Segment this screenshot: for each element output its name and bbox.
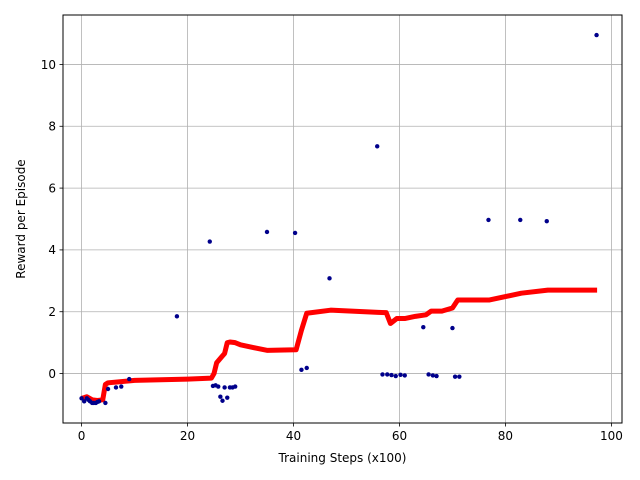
reward-point <box>119 384 124 389</box>
reward-point <box>207 239 212 244</box>
y-tick-label: 4 <box>48 243 56 257</box>
x-tick-label: 100 <box>600 429 623 443</box>
y-tick-label: 8 <box>48 120 56 134</box>
axis-ticks: 0 20 40 60 80 100 0 2 4 6 8 10 <box>41 58 623 443</box>
reward-point <box>220 398 225 403</box>
reward-point <box>292 230 298 236</box>
reward-point <box>486 217 491 223</box>
reward-point <box>264 229 270 235</box>
reward-point <box>304 365 309 371</box>
reward-point <box>233 384 238 389</box>
x-tick-label: 20 <box>180 429 195 443</box>
x-tick-label: 40 <box>286 429 301 443</box>
reward-point <box>594 32 599 38</box>
reward-point <box>393 373 398 379</box>
y-tick-label: 2 <box>48 305 56 319</box>
reward-point <box>450 325 455 331</box>
y-tick-label: 0 <box>48 367 56 381</box>
reward-point <box>430 373 436 378</box>
reward-point <box>96 399 102 404</box>
grid <box>63 15 622 423</box>
reward-point <box>103 400 108 406</box>
x-tick-label: 60 <box>392 429 407 443</box>
reward-point <box>421 324 426 330</box>
reward-point <box>218 394 223 399</box>
reward-point <box>518 217 523 223</box>
reward-point <box>452 374 458 379</box>
x-tick-label: 80 <box>498 429 513 443</box>
reward-point <box>81 399 87 404</box>
reward-point <box>434 373 439 379</box>
smoothed-reward-line <box>80 287 598 403</box>
reward-point <box>299 367 304 373</box>
plot-area <box>79 32 599 406</box>
reward-point <box>457 374 462 379</box>
reward-point <box>216 384 221 389</box>
reward-point <box>385 372 390 377</box>
reward-point <box>79 396 84 401</box>
x-tick-label: 0 <box>78 429 86 443</box>
reward-point <box>380 372 385 377</box>
reward-point <box>389 372 394 378</box>
y-axis-label: Reward per Episode <box>14 159 28 278</box>
reward-point <box>426 372 431 377</box>
reward-point <box>402 373 407 378</box>
reward-point <box>127 376 132 382</box>
reward-point <box>113 385 119 390</box>
reward-point <box>105 386 111 392</box>
y-tick-label: 10 <box>41 58 56 72</box>
reward-point <box>174 314 180 319</box>
reward-point <box>398 372 403 377</box>
reward-point <box>225 395 230 400</box>
y-tick-label: 6 <box>48 181 56 195</box>
plot-frame <box>62 14 623 424</box>
reward-point <box>222 385 227 390</box>
reward-point <box>375 144 380 149</box>
reward-point <box>327 276 332 281</box>
reward-point <box>544 218 549 224</box>
x-axis-label: Training Steps (x100) <box>278 451 407 465</box>
